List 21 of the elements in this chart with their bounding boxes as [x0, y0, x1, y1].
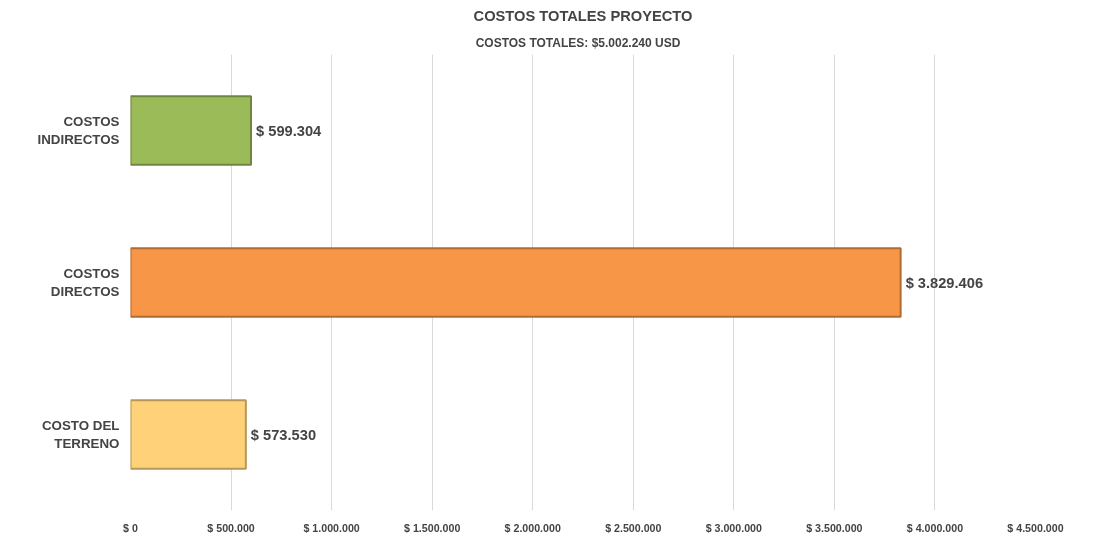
bar	[130, 399, 247, 470]
chart-title: COSTOS TOTALES PROYECTO	[473, 7, 693, 24]
data-label: $ 3.829.406	[905, 274, 984, 291]
x-tick-label: $ 4.000.000	[906, 521, 964, 534]
x-tick-label: $ 2.000.000	[504, 521, 561, 534]
data-label: $ 599.304	[256, 122, 323, 139]
x-tick-label: $ 1.500.000	[404, 521, 461, 534]
x-tick-label: $ 3.000.000	[705, 521, 763, 534]
x-tick-label: $ 3.500.000	[806, 521, 863, 534]
x-tick-label: $ 4.500.000	[1007, 521, 1064, 534]
y-tick-label: COSTOS INDIRECTOS	[37, 114, 120, 147]
x-tick-label: $ 1.000.000	[303, 521, 360, 534]
data-label: $ 573.530	[250, 426, 317, 443]
bar	[130, 247, 902, 318]
y-tick-label: COSTO DEL TERRENO	[41, 418, 120, 451]
y-tick-label: COSTOS DIRECTOS	[50, 266, 120, 299]
bar	[130, 95, 253, 166]
chart-subtitle: COSTOS TOTALES: $5.002.240 USD	[475, 35, 681, 50]
x-tick-label: $ 500.000	[207, 521, 255, 534]
x-tick-label: $ 2.500.000	[605, 521, 662, 534]
x-tick-label: $ 0	[123, 521, 138, 534]
